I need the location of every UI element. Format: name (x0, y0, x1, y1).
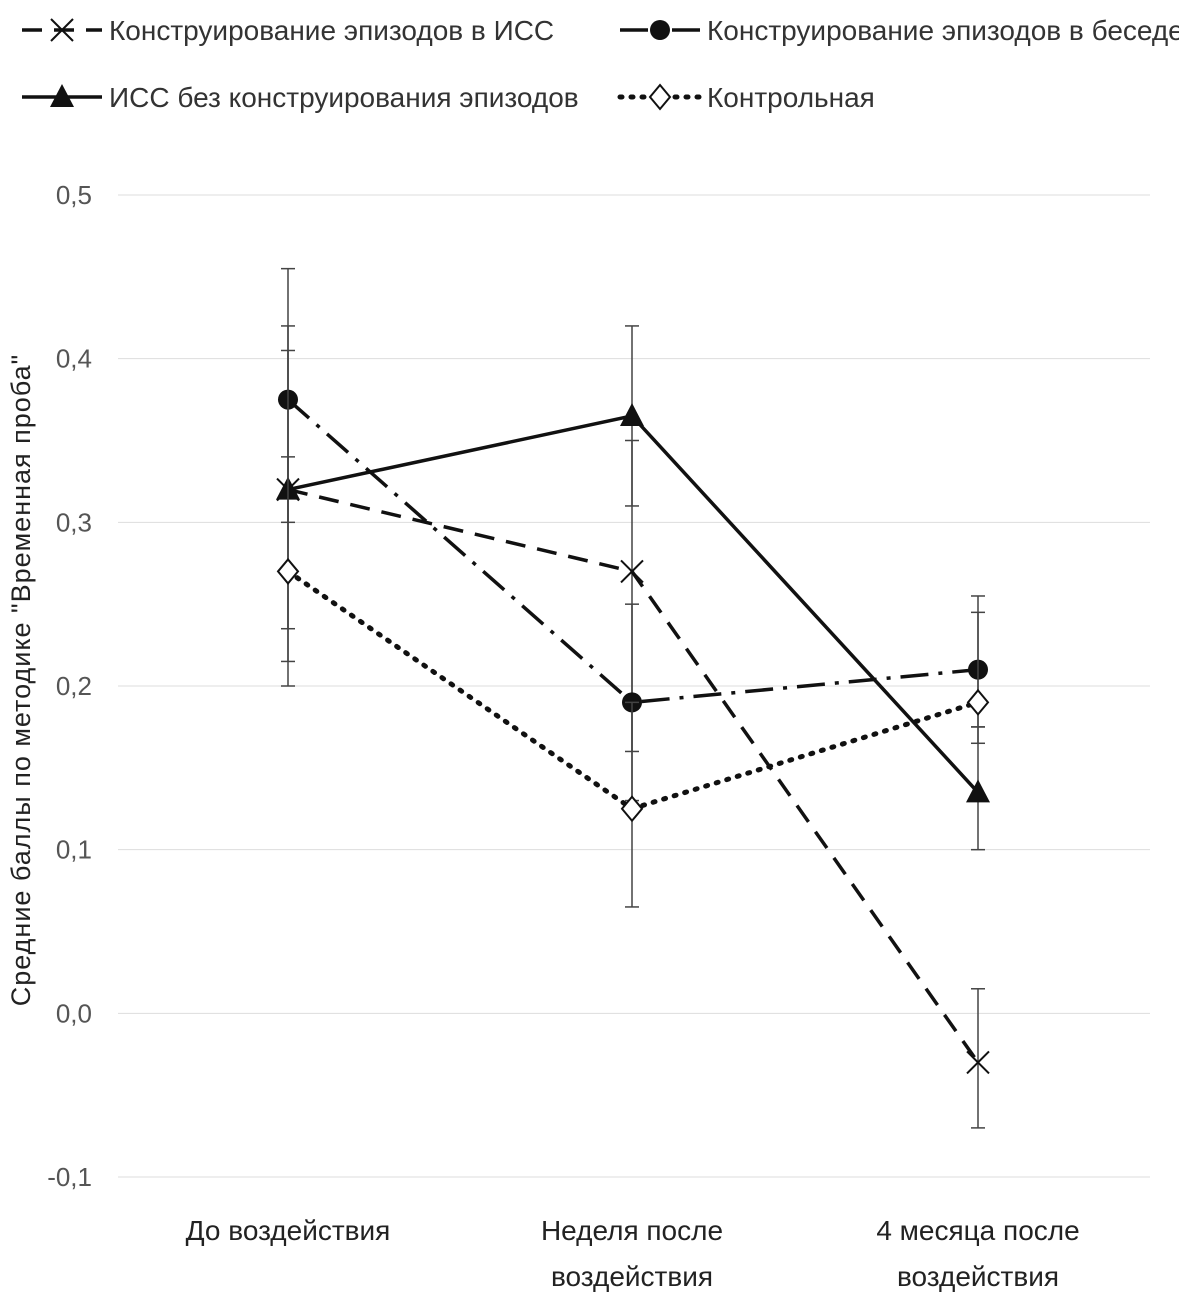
marker-stroke (966, 1050, 990, 1075)
legend-label: Контрольная (707, 82, 875, 113)
data-point (276, 557, 300, 585)
legend-item-4: Контрольная (617, 82, 875, 113)
series-1 (276, 325, 990, 1129)
marker-stroke (50, 18, 74, 42)
data-point (620, 795, 644, 823)
x-category-label: воздействия (551, 1261, 713, 1292)
y-tick-label: 0,2 (56, 671, 92, 701)
legend-item-1: Конструирование эпизодов в ИСС (22, 15, 554, 46)
marker-stroke (620, 559, 644, 584)
legend-swatch-marker (650, 20, 670, 40)
y-tick-label: 0,0 (56, 998, 92, 1028)
x-category-label: До воздействия (186, 1215, 391, 1246)
legend-item-3: ИСС без конструирования эпизодов (22, 82, 579, 113)
y-tick-label: -0,1 (47, 1162, 92, 1192)
legend-swatch-marker (648, 83, 672, 111)
data-point (966, 688, 990, 716)
series-2 (278, 267, 988, 802)
legend-label: ИСС без конструирования эпизодов (109, 82, 579, 113)
x-category-label: Неделя после (541, 1215, 723, 1246)
series-line (286, 398, 979, 705)
y-tick-label: 0,3 (56, 507, 92, 537)
y-tick-label: 0,4 (56, 344, 92, 374)
x-category-label: 4 месяца после (876, 1215, 1079, 1246)
y-tick-label: 0,1 (56, 835, 92, 865)
legend-label: Конструирование эпизодов в ИСС (109, 15, 554, 46)
data-point (620, 402, 644, 426)
series-3 (276, 325, 990, 851)
gridlines (118, 194, 1150, 1178)
y-axis-label: Средние баллы по методике "Временная про… (6, 354, 36, 1007)
data-point (966, 1050, 990, 1075)
legend-swatch-marker (50, 18, 74, 42)
x-category-label: воздействия (897, 1261, 1059, 1292)
legend-swatch-marker (50, 84, 74, 107)
y-axis-ticks: 0,5 0,4 0,3 0,2 0,1 0,0 -0,1 (47, 180, 92, 1192)
series-4 (276, 456, 990, 908)
data-point (966, 779, 990, 803)
series-group (276, 267, 990, 1129)
series-line (285, 568, 981, 812)
data-point (620, 559, 644, 584)
series-line (287, 487, 980, 1064)
legend-item-2: Конструирование эпизодов в беседе (620, 15, 1179, 46)
legend: Конструирование эпизодов в ИСС Конструиро… (22, 15, 1179, 113)
y-tick-label: 0,5 (56, 180, 92, 210)
legend-label: Конструирование эпизодов в беседе (707, 15, 1179, 46)
x-axis-categories: До воздействия Неделя после воздействия 4 м… (186, 1215, 1080, 1292)
